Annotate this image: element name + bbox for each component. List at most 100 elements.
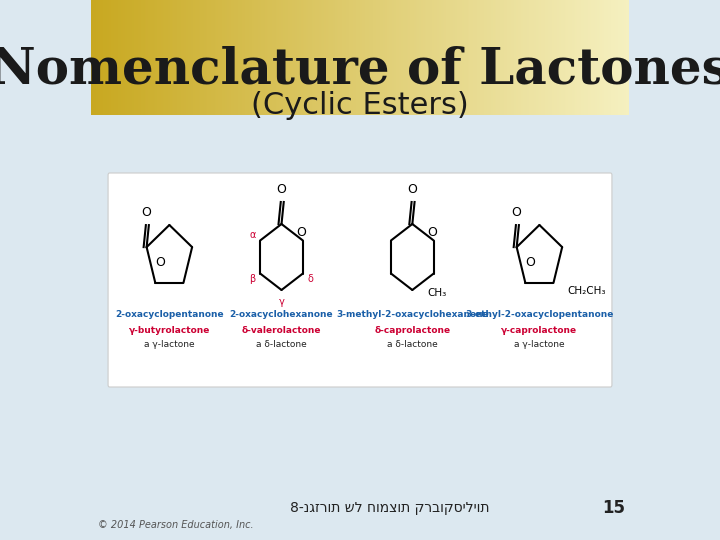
Bar [206, 0, 207, 115]
Bar [387, 0, 389, 115]
Bar [331, 0, 333, 115]
Bar [328, 0, 330, 115]
Bar [279, 0, 281, 115]
Bar [283, 0, 284, 115]
Bar [182, 0, 184, 115]
Bar [323, 0, 324, 115]
Bar [302, 0, 305, 115]
Bar [145, 0, 146, 115]
Bar [344, 0, 346, 115]
Bar [263, 0, 265, 115]
Bar [141, 0, 143, 115]
Bar [94, 0, 96, 115]
Bar [179, 0, 181, 115]
Bar [98, 0, 100, 115]
Bar [156, 0, 157, 115]
Bar [150, 0, 152, 115]
Bar [266, 0, 269, 115]
Bar [609, 0, 611, 115]
Bar [301, 0, 302, 115]
Bar [177, 0, 179, 115]
Bar [367, 0, 369, 115]
Bar [484, 0, 485, 115]
Bar [148, 0, 150, 115]
Bar [276, 0, 277, 115]
Bar [459, 0, 461, 115]
Text: 3-methyl-2-oxacyclohexanone: 3-methyl-2-oxacyclohexanone [336, 310, 489, 319]
Bar [228, 0, 229, 115]
Bar [392, 0, 394, 115]
Bar [471, 0, 473, 115]
Text: δ: δ [307, 274, 313, 284]
Bar [290, 0, 292, 115]
Bar [482, 0, 484, 115]
Bar [455, 0, 457, 115]
Bar [415, 0, 418, 115]
Bar [473, 0, 474, 115]
Bar [454, 0, 455, 115]
Bar [195, 0, 197, 115]
Bar [564, 0, 567, 115]
Bar [616, 0, 618, 115]
Bar [353, 0, 355, 115]
Bar [608, 0, 609, 115]
Bar [394, 0, 396, 115]
Bar [236, 0, 238, 115]
Text: 8-נגזרות של חומצות קרבוקסיליות: 8-נגזרות של חומצות קרבוקסיליות [290, 501, 490, 515]
Bar [105, 0, 107, 115]
Bar [627, 0, 629, 115]
Bar [376, 0, 378, 115]
Bar [397, 0, 400, 115]
Bar [313, 0, 315, 115]
Text: δ-caprolactone: δ-caprolactone [374, 326, 451, 335]
Bar [400, 0, 401, 115]
Text: a δ-lactone: a δ-lactone [387, 340, 438, 349]
Bar [335, 0, 337, 115]
Bar [574, 0, 575, 115]
Bar [93, 0, 94, 115]
Text: a γ-lactone: a γ-lactone [514, 340, 564, 349]
Text: O: O [408, 183, 418, 196]
Bar [437, 0, 439, 115]
Bar [164, 0, 166, 115]
Bar [295, 0, 297, 115]
Bar [390, 0, 392, 115]
Bar [337, 0, 338, 115]
Bar [444, 0, 446, 115]
Bar [474, 0, 477, 115]
Bar [588, 0, 590, 115]
Bar [356, 0, 359, 115]
Bar [539, 0, 541, 115]
Bar [310, 0, 312, 115]
Bar [443, 0, 444, 115]
Bar [618, 0, 620, 115]
Bar [622, 0, 624, 115]
Bar [570, 0, 572, 115]
Bar [568, 0, 570, 115]
Bar [265, 0, 266, 115]
Bar [534, 0, 536, 115]
Bar [477, 0, 478, 115]
Bar [379, 0, 382, 115]
Bar [408, 0, 410, 115]
Bar [174, 0, 175, 115]
Bar [157, 0, 159, 115]
Bar [138, 0, 139, 115]
Bar [104, 0, 105, 115]
Bar [591, 0, 593, 115]
Bar [136, 0, 138, 115]
Bar [193, 0, 195, 115]
Bar [432, 0, 433, 115]
Bar [333, 0, 335, 115]
Bar [407, 0, 408, 115]
Text: γ-caprolactone: γ-caprolactone [501, 326, 577, 335]
Bar [326, 0, 328, 115]
Text: O: O [142, 206, 151, 219]
Bar [546, 0, 549, 115]
Bar [480, 0, 482, 115]
Bar [500, 0, 502, 115]
Bar [602, 0, 604, 115]
Bar [491, 0, 492, 115]
Bar [461, 0, 462, 115]
Text: γ: γ [279, 296, 284, 307]
